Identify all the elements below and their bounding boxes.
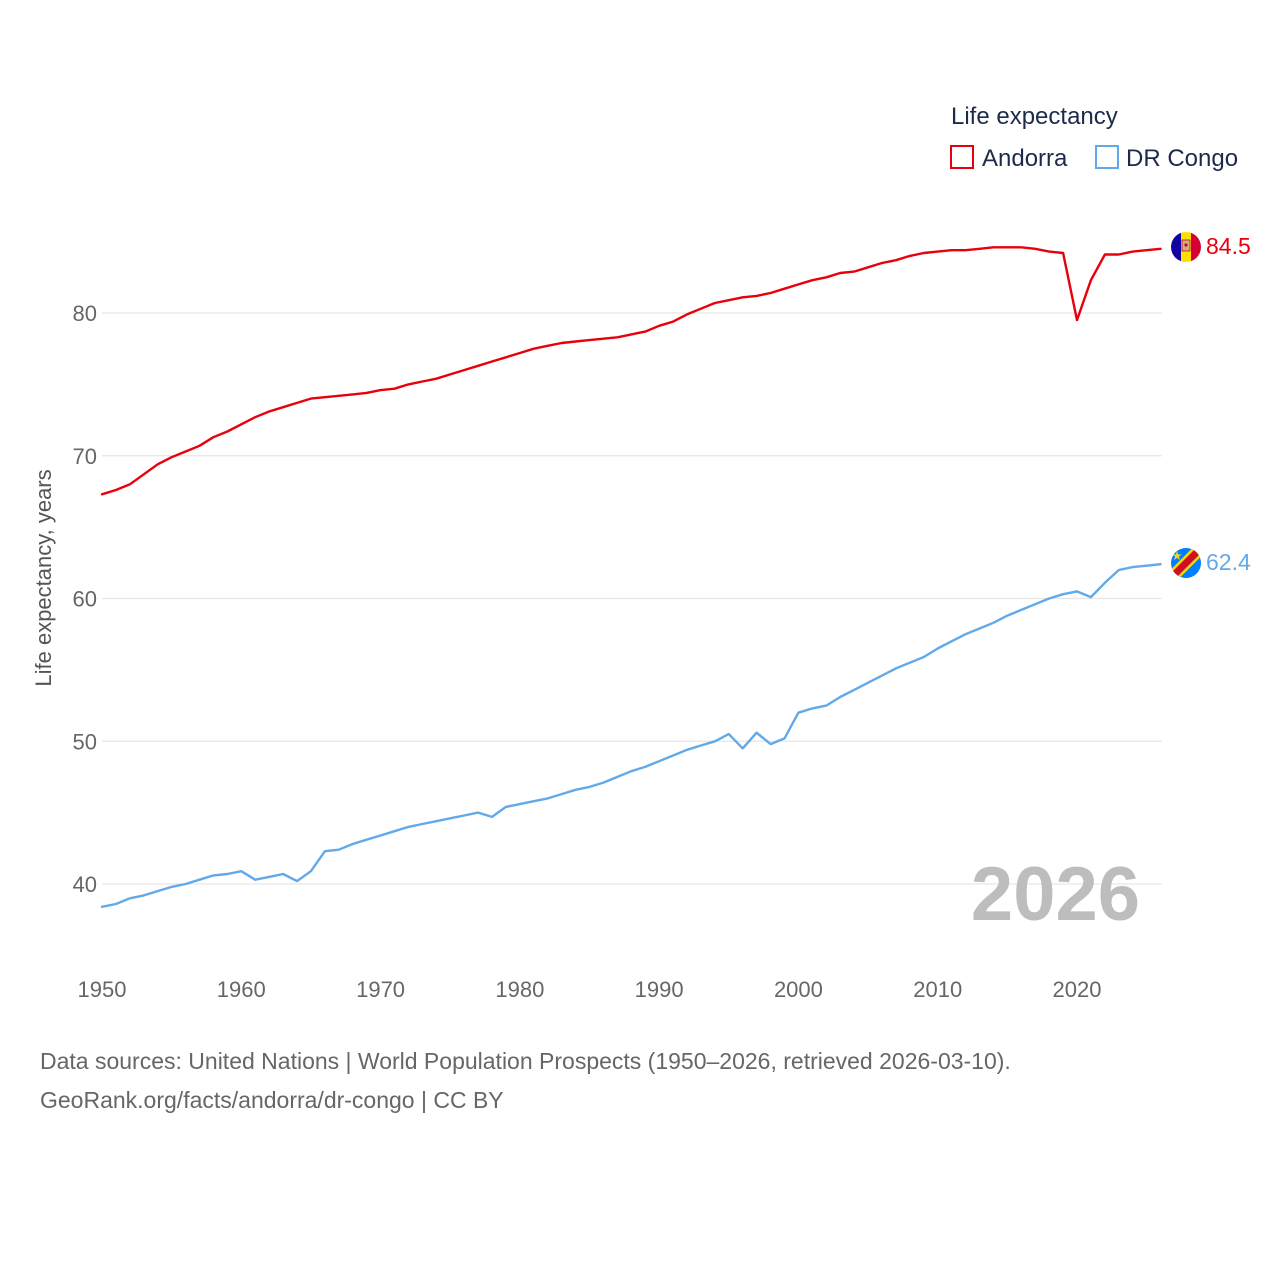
andorra-end-value: 84.5 [1206, 233, 1251, 259]
series-lines [100, 246, 1162, 908]
y-tick-label: 80 [73, 301, 97, 326]
x-tick-label: 1980 [495, 977, 544, 1002]
legend: Life expectancy Andorra DR Congo [950, 103, 1238, 172]
x-tick-label: 2020 [1053, 977, 1102, 1002]
x-tick-label: 2010 [913, 977, 962, 1002]
legend-swatch-andorra [950, 145, 974, 169]
x-tick-label: 1960 [217, 977, 266, 1002]
source-link[interactable]: GeoRank.org/facts/andorra/dr-congo | CC … [40, 1087, 504, 1113]
x-tick-label: 1970 [356, 977, 405, 1002]
legend-item-andorra[interactable]: Andorra [950, 145, 1068, 172]
series-line-dr-congo [100, 563, 1162, 908]
x-tick-label: 2000 [774, 977, 823, 1002]
series-line-andorra [100, 246, 1162, 496]
current-year-label: 2026 [971, 852, 1140, 937]
legend-label-andorra: Andorra [982, 145, 1068, 172]
y-axis-ticks: 40 50 60 70 80 [73, 301, 97, 897]
legend-title: Life expectancy [951, 103, 1118, 130]
legend-label-dr-congo: DR Congo [1126, 145, 1238, 172]
y-tick-label: 50 [73, 729, 97, 754]
source-line: Data sources: United Nations | World Pop… [40, 1048, 1011, 1074]
dr-congo-flag-icon [1171, 548, 1201, 578]
y-tick-label: 40 [73, 872, 97, 897]
grid-lines [102, 312, 1162, 885]
x-axis-ticks: 1950 1960 1970 1980 1990 2000 2010 2020 [78, 977, 1102, 1002]
y-tick-label: 70 [73, 444, 97, 469]
x-tick-label: 1950 [78, 977, 127, 1002]
dr-congo-end-value: 62.4 [1206, 549, 1251, 575]
x-tick-label: 1990 [635, 977, 684, 1002]
andorra-flag-icon [1171, 232, 1201, 262]
source-notes: Data sources: United Nations | World Pop… [40, 1042, 1011, 1120]
y-tick-label: 60 [73, 587, 97, 612]
legend-swatch-dr-congo [1095, 145, 1119, 169]
legend-item-dr-congo[interactable]: DR Congo [1095, 145, 1238, 172]
y-axis-label: Life expectancy, years [31, 469, 56, 686]
